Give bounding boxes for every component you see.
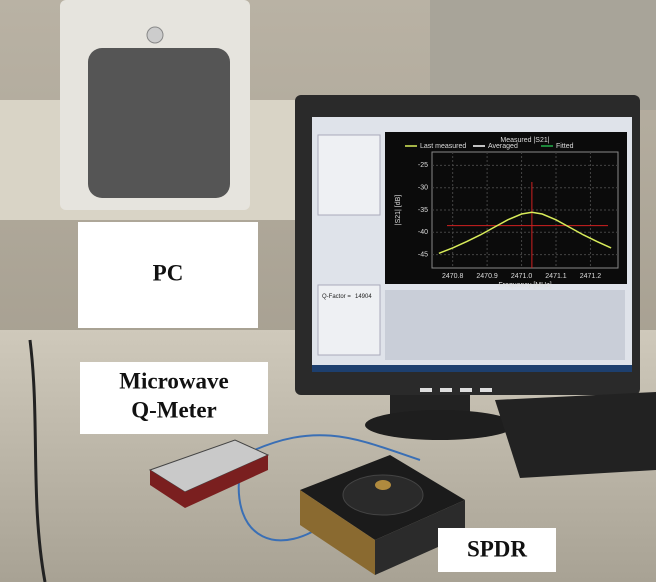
taskbar (312, 365, 632, 372)
chart-panel (385, 132, 627, 284)
q-factor-label: Q-Factor = (322, 294, 351, 300)
x-tick-label: 2471.2 (580, 273, 602, 280)
pc-label: PC (153, 260, 184, 285)
data-line (438, 211, 612, 254)
power-button (146, 26, 164, 44)
x-tick-label: 2470.8 (442, 273, 464, 280)
spdr-label: SPDR (467, 536, 527, 561)
spdr-front (375, 500, 465, 575)
y-tick-label: -45 (418, 251, 428, 258)
x-tick-label: 2471.1 (545, 273, 567, 280)
label-box (438, 528, 556, 572)
keyboard (495, 392, 656, 478)
cable (249, 434, 421, 461)
settings-panel (317, 134, 381, 216)
results-panel (317, 284, 381, 356)
y-tick-label: -35 (418, 207, 428, 214)
y-tick-label: -40 (418, 229, 428, 236)
x-tick-label: 2470.9 (476, 273, 498, 280)
spdr-side (300, 490, 375, 575)
pc-grille (88, 48, 230, 198)
x-tick-label: 2471.0 (511, 273, 533, 280)
y-tick-label: -25 (418, 162, 428, 169)
q-meter-label: Q-Meter (131, 397, 217, 422)
y-axis-label: |S21| [dB] (395, 195, 402, 226)
y-tick-label: -30 (418, 185, 428, 192)
q-factor-value: 14904 (355, 294, 372, 300)
legend-label: Last measured (420, 143, 466, 150)
screen-chart: Measured |S21| -25 -30 -35 -40 -45 2470.8 2470.… (395, 137, 619, 289)
q-meter-side (150, 455, 268, 508)
legend-label: Averaged (488, 143, 518, 150)
cable (28, 339, 47, 582)
monitor-base (365, 410, 515, 440)
spdr-disc (342, 474, 424, 516)
wall-unit (430, 0, 656, 110)
monitor-buttons (420, 388, 492, 392)
chart-title: Measured |S21| (500, 137, 549, 144)
table-panel (385, 290, 625, 360)
legend-label: Fitted (556, 143, 574, 150)
spdr-knob (375, 480, 391, 490)
x-axis-label: Frequency [MHz] (498, 282, 551, 289)
label-box (78, 222, 258, 328)
q-meter-label: Microwave (119, 368, 228, 393)
label-box (80, 362, 268, 434)
